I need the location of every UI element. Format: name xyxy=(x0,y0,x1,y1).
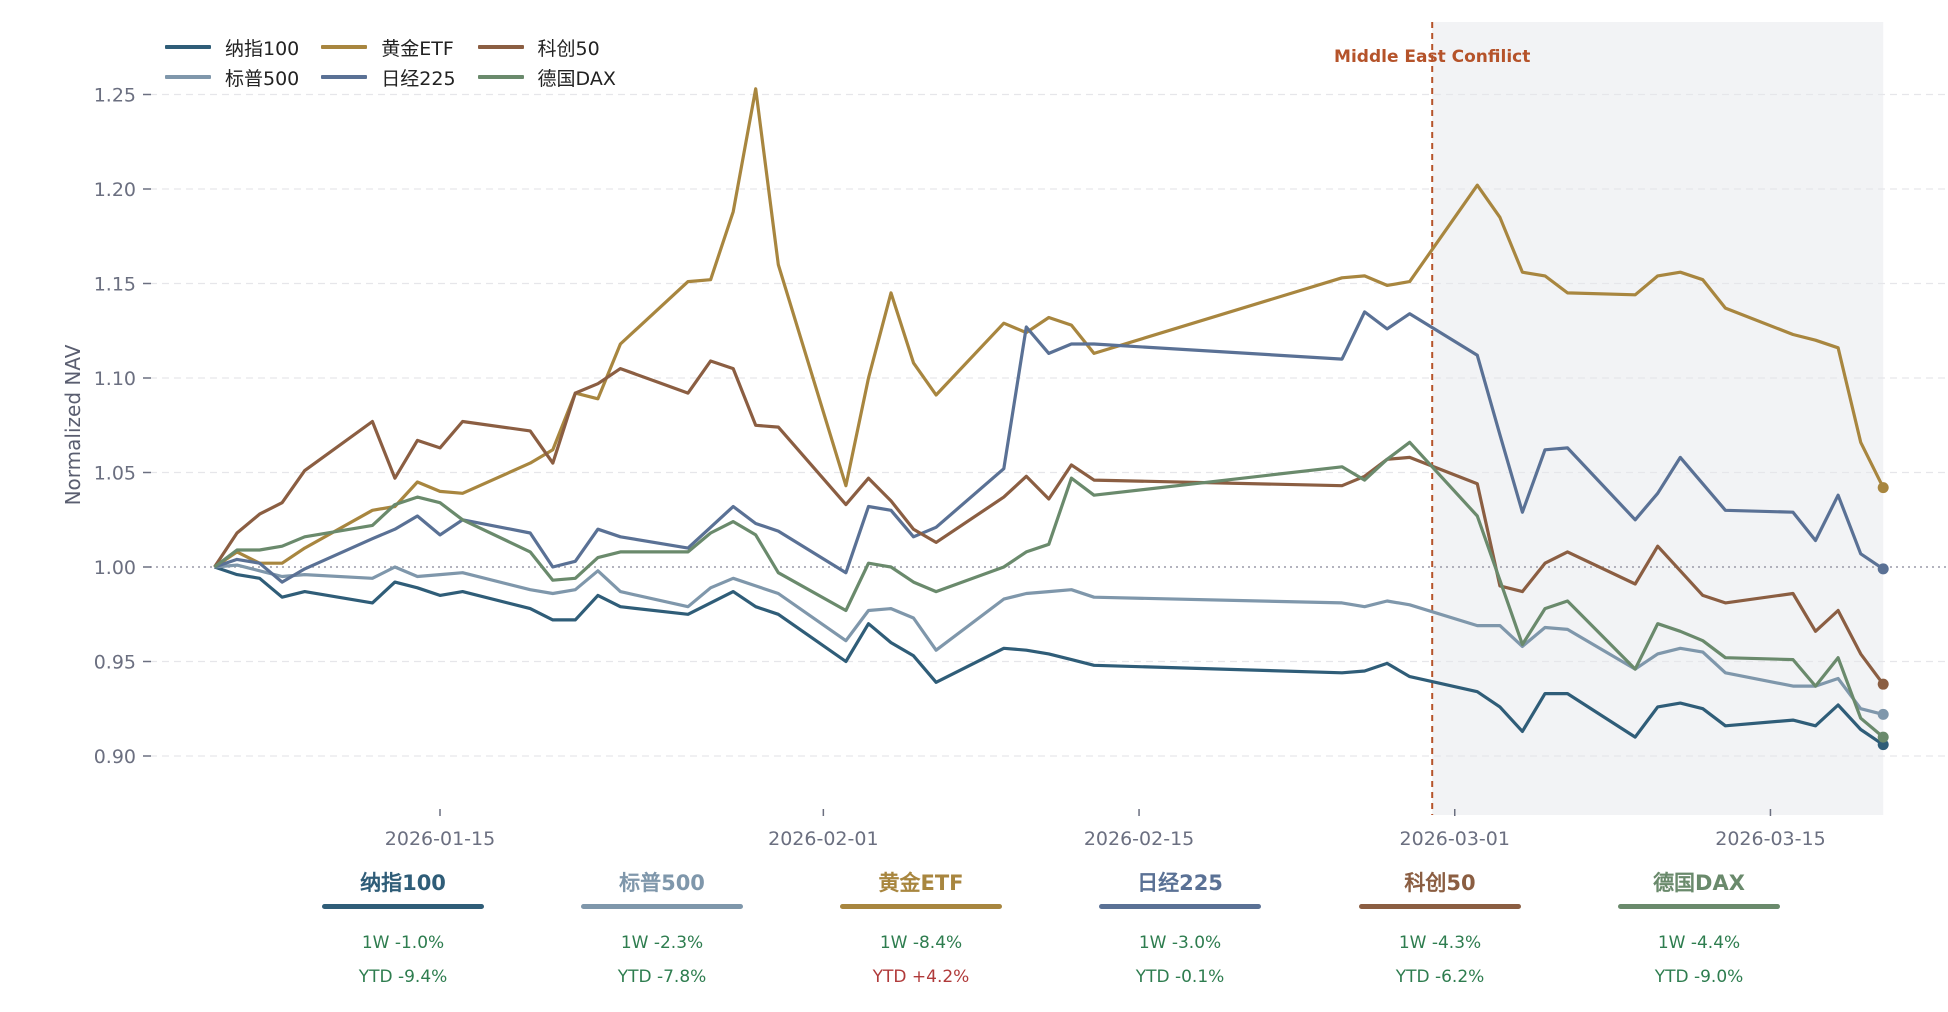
y-tick-label: 0.95 xyxy=(94,652,136,674)
legend-swatch xyxy=(165,45,211,49)
card-color-bar xyxy=(581,904,743,909)
series-line-标普500 xyxy=(214,563,1884,716)
series-endpoint-科创50 xyxy=(1877,678,1889,690)
series-endpoint-日经225 xyxy=(1877,563,1889,575)
series-endpoint-纳指100 xyxy=(1877,739,1889,751)
card-color-bar xyxy=(1618,904,1780,909)
series-line-德国DAX xyxy=(213,440,1885,739)
card-color-bar xyxy=(322,904,484,909)
legend-item[interactable]: 科创50 xyxy=(477,34,616,60)
nav-line-chart: 0.90 0.95 1.00 1.05 1.10 1.15 1.20 1.25 2026-01… xyxy=(61,22,1948,850)
card-color-bar xyxy=(1359,904,1521,909)
card-title: 德国DAX xyxy=(1653,871,1745,895)
card-title: 纳指100 xyxy=(360,871,446,895)
y-tick-label: 1.20 xyxy=(94,179,136,201)
performance-card: 日经225 1W -3.0% YTD -0.1% xyxy=(1095,868,1265,987)
event-annotation-label: Middle East Confilict xyxy=(1334,47,1530,67)
card-ytd-change: YTD -9.0% xyxy=(1654,967,1744,987)
y-tick-label: 1.00 xyxy=(94,557,136,579)
card-week-change: 1W -4.3% xyxy=(1398,933,1482,953)
series-line-黄金ETF xyxy=(213,87,1885,569)
y-tick-label: 1.25 xyxy=(94,85,136,107)
card-week-change: 1W -1.0% xyxy=(361,933,445,953)
legend-swatch xyxy=(477,75,524,79)
x-tick-label: 2026-02-15 xyxy=(1084,828,1194,850)
series-line-科创50 xyxy=(213,359,1885,686)
x-tick-label: 2026-02-01 xyxy=(768,828,878,850)
legend-item[interactable]: 黄金ETF xyxy=(321,34,455,60)
card-week-change: 1W -8.4% xyxy=(879,933,963,953)
event-shaded-region xyxy=(1432,22,1884,815)
y-tick-label: 1.15 xyxy=(94,274,136,296)
series-line-日经225 xyxy=(213,310,1885,584)
y-tick-label: 1.10 xyxy=(94,368,136,390)
card-title: 科创50 xyxy=(1404,871,1476,895)
series-endpoint-黄金ETF xyxy=(1877,482,1889,494)
card-color-bar xyxy=(840,904,1002,909)
performance-card: 科创50 1W -4.3% YTD -6.2% xyxy=(1355,868,1525,987)
legend-label: 标普500 xyxy=(225,67,300,90)
x-tick-label: 2026-01-15 xyxy=(385,828,495,850)
performance-card: 纳指100 1W -1.0% YTD -9.4% xyxy=(318,868,488,987)
card-week-change: 1W -3.0% xyxy=(1138,933,1222,953)
legend-label: 纳指100 xyxy=(225,37,300,60)
legend-label: 德国DAX xyxy=(537,67,616,90)
legend-item[interactable]: 标普500 xyxy=(165,64,299,90)
card-ytd-change: YTD +4.2% xyxy=(872,967,970,987)
legend-swatch xyxy=(321,45,368,49)
legend-swatch xyxy=(477,45,524,49)
card-title: 标普500 xyxy=(619,871,705,895)
card-ytd-change: YTD -6.2% xyxy=(1395,967,1485,987)
legend-label: 黄金ETF xyxy=(381,37,454,60)
legend-swatch xyxy=(165,75,211,79)
performance-cards: 纳指100 1W -1.0% YTD -9.4% 标普500 1W -2.3% … xyxy=(0,868,1948,1008)
card-week-change: 1W -4.4% xyxy=(1657,933,1741,953)
legend-label: 日经225 xyxy=(381,67,456,90)
legend-swatch xyxy=(321,75,368,79)
card-title: 黄金ETF xyxy=(878,871,964,895)
legend-item[interactable]: 纳指100 xyxy=(165,34,299,60)
card-color-bar xyxy=(1099,904,1261,909)
series-line-纳指100 xyxy=(213,565,1885,747)
chart-legend: 纳指100 黄金ETF 科创50 标普500 日经225 德国DAX xyxy=(165,34,616,90)
series-endpoint-标普500 xyxy=(1877,708,1889,720)
y-axis-label: Normalized NAV xyxy=(61,344,85,505)
legend-label: 科创50 xyxy=(537,37,600,60)
x-tick-label: 2026-03-01 xyxy=(1400,828,1510,850)
card-ytd-change: YTD -7.8% xyxy=(617,967,707,987)
legend-item[interactable]: 日经225 xyxy=(321,64,456,90)
y-tick-label: 1.05 xyxy=(94,463,136,485)
card-ytd-change: YTD -9.4% xyxy=(358,967,448,987)
performance-card: 标普500 1W -2.3% YTD -7.8% xyxy=(577,868,747,987)
y-tick-label: 0.90 xyxy=(94,746,136,768)
legend-item[interactable]: 德国DAX xyxy=(477,64,616,90)
performance-card: 德国DAX 1W -4.4% YTD -9.0% xyxy=(1614,868,1784,987)
x-tick-label: 2026-03-15 xyxy=(1715,828,1825,850)
performance-card: 黄金ETF 1W -8.4% YTD +4.2% xyxy=(836,868,1006,987)
card-week-change: 1W -2.3% xyxy=(620,933,704,953)
series-endpoint-德国DAX xyxy=(1877,731,1889,743)
card-title: 日经225 xyxy=(1137,871,1223,895)
card-ytd-change: YTD -0.1% xyxy=(1135,967,1225,987)
